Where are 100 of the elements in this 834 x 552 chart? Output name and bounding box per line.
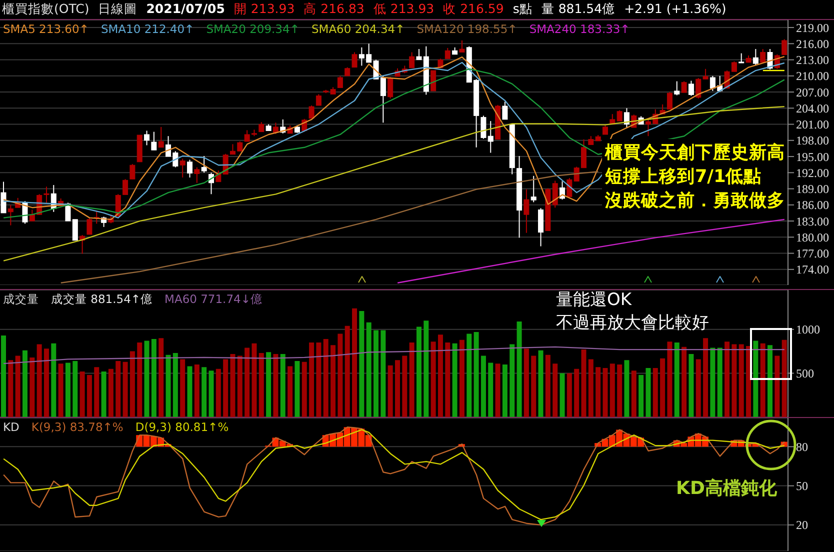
y-tick-label: 213.00	[796, 53, 829, 68]
bar	[430, 342, 436, 417]
series-label: D(9,3) 80.81↑%	[135, 420, 229, 434]
y-tick-label: 219.00	[796, 20, 829, 35]
candlestick	[8, 204, 14, 226]
bar	[1, 336, 6, 417]
y-tick-label: 207.00	[796, 85, 829, 100]
annotation: 短撐上移到7/1低點	[605, 166, 763, 189]
text: 量 881.54億	[541, 1, 616, 18]
bar	[380, 330, 386, 417]
bar	[738, 344, 744, 417]
bar	[710, 348, 716, 417]
candlestick	[130, 164, 136, 180]
bar	[438, 334, 443, 417]
bar	[101, 371, 106, 417]
annotation: KD高檔鈍化	[676, 478, 777, 500]
bar	[187, 366, 192, 417]
y-tick-label: 216.00	[796, 36, 829, 51]
y-tick-label: 180.00	[796, 230, 829, 244]
candlestick	[272, 122, 278, 134]
candlestick	[666, 92, 672, 110]
bar	[688, 354, 694, 417]
candlestick	[444, 47, 450, 60]
bar	[273, 354, 278, 417]
y-tick-label: 177.00	[796, 246, 829, 261]
text: SMA60 204.34↑	[311, 22, 405, 36]
bar	[323, 339, 328, 417]
bar	[531, 356, 536, 417]
candlestick	[602, 124, 608, 135]
candlestick	[158, 126, 164, 148]
bar	[782, 340, 787, 417]
bar	[374, 330, 379, 417]
bar	[768, 345, 773, 417]
bar	[459, 340, 464, 417]
bar	[495, 364, 500, 417]
bar	[280, 354, 286, 417]
bar	[631, 370, 636, 417]
text: 2021/07/05	[146, 1, 225, 18]
bar	[581, 350, 586, 417]
text: 收 216.59	[443, 1, 504, 18]
bar	[480, 356, 486, 417]
candlestick	[258, 122, 264, 132]
line-series	[396, 218, 786, 284]
y-tick-label: 50	[796, 479, 808, 494]
bar	[667, 342, 672, 417]
bar	[108, 368, 114, 417]
bar	[122, 362, 128, 417]
candlestick	[388, 76, 394, 99]
bar	[338, 334, 343, 417]
candlestick	[538, 208, 544, 247]
bar	[172, 353, 178, 417]
annotation: 櫃買今天創下歷史新高	[605, 142, 786, 165]
text: SMA120 198.55↑	[416, 22, 518, 36]
bar	[180, 359, 186, 417]
candlestick	[530, 175, 536, 203]
text: 高 216.83	[304, 1, 364, 18]
text: SMA240 183.33↑	[529, 22, 630, 36]
bar	[302, 362, 307, 417]
candlestick	[0, 181, 6, 214]
bar	[72, 360, 78, 417]
bar	[258, 353, 264, 417]
bar	[488, 362, 494, 417]
line-series	[60, 170, 599, 284]
bar	[760, 343, 766, 417]
bar	[424, 320, 429, 417]
bar	[359, 311, 364, 417]
text: MA60 771.74↓億	[164, 292, 262, 307]
y-tick-label: 80	[796, 440, 808, 454]
bar	[610, 364, 615, 417]
text: 低 213.93	[373, 1, 434, 18]
bar	[703, 338, 708, 417]
candlestick	[409, 52, 415, 68]
bar	[646, 368, 651, 417]
chart-title: 成交量	[3, 292, 39, 307]
text: +2.91 (+1.36%)	[624, 1, 726, 18]
candlestick	[308, 104, 314, 119]
bar	[144, 340, 150, 417]
bar	[638, 374, 644, 417]
bar	[194, 364, 200, 417]
line-series	[2, 106, 786, 262]
candlestick	[122, 178, 128, 196]
bar	[402, 356, 408, 417]
bar	[137, 342, 142, 417]
text: 成交量 881.54↑億	[51, 292, 153, 307]
annotation: 沒跌破之前．勇敢做多	[605, 190, 786, 213]
candlestick	[180, 158, 186, 178]
line-series	[2, 346, 786, 364]
candlestick	[752, 48, 758, 66]
annotation: 量能還OK	[556, 289, 633, 312]
candlestick	[337, 75, 343, 88]
candlestick	[352, 52, 358, 68]
bar	[216, 368, 221, 417]
candlestick	[502, 101, 508, 120]
bar	[502, 364, 508, 417]
y-tick-label: 20	[796, 518, 808, 532]
bar	[309, 342, 314, 417]
bar	[466, 334, 472, 417]
bar	[51, 343, 56, 417]
y-tick-label: 174.00	[796, 262, 829, 277]
bar	[36, 344, 42, 417]
